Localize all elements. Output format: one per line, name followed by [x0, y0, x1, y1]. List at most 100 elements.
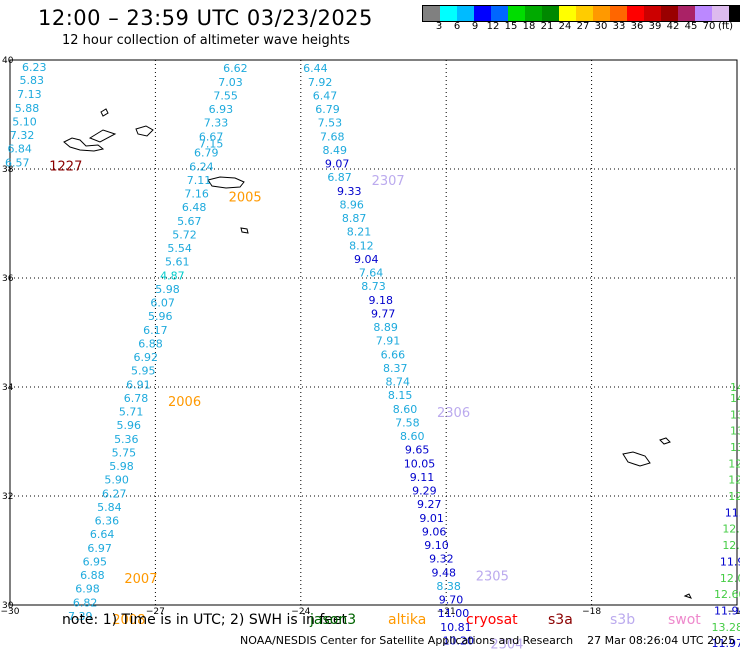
axis-labels: 40 38 36 34 32 30−30 −27 −24 −21 −18 −15 [1, 56, 740, 617]
wave-height-value: 6.23 [22, 61, 47, 74]
satellite-tracks[interactable]: 6.235.837.135.885.107.326.846.57 1227 6.62… [5, 61, 740, 650]
legend-note: note: 1) Time is in UTC; 2) SWH is in fe… [62, 612, 348, 628]
wave-height-value: 6.67 [199, 130, 224, 143]
wave-height-value: 6.98 [75, 583, 100, 596]
color-swatch [440, 6, 457, 21]
wave-height-value: 7.13 [17, 88, 42, 101]
wave-height-value: 5.96 [148, 310, 173, 323]
island-sao-miguel [207, 176, 245, 189]
color-swatch [542, 6, 559, 21]
wave-height-value: 5.88 [15, 102, 40, 115]
wave-height-value: 7.55 [213, 89, 238, 102]
wave-height-value: 6.62 [223, 62, 248, 75]
wave-height-value: 5.61 [165, 256, 190, 269]
wave-height-value: 8.96 [339, 198, 364, 211]
wave-height-value: 10.81 [440, 621, 472, 634]
pass-number-label: 2008 [112, 613, 145, 628]
wave-height-value: 8.60 [400, 430, 425, 443]
wave-height-value: 7.33 [204, 117, 229, 130]
wave-height-value: 7.39 [68, 610, 93, 623]
wave-height-value: 8.60 [393, 403, 418, 416]
wave-height-value: 7.68 [320, 130, 345, 143]
lon-tick-label: −15 [728, 607, 740, 617]
wave-height-value: 5.95 [131, 365, 156, 378]
wave-height-value: 5.90 [104, 474, 129, 487]
wave-height-value: 12. [728, 457, 740, 470]
color-scale-tick: 33 [612, 21, 626, 32]
color-swatch [610, 6, 627, 21]
legend-s3a: s3a [548, 612, 573, 628]
legend-swot: swot [668, 612, 701, 628]
wave-height-value: 7.16 [184, 188, 209, 201]
wave-height-value: 6.78 [124, 392, 149, 405]
color-scale-tick: 45 [684, 21, 698, 32]
wave-height-value: 6.84 [7, 142, 32, 155]
wave-height-value: 7.32 [10, 129, 35, 142]
color-scale-bar [422, 5, 740, 22]
track-1227: 6.235.837.135.885.107.326.846.57 1227 [5, 61, 82, 174]
lat-tick-label: 34 [2, 383, 14, 393]
color-swatch [678, 6, 695, 21]
footer-credit: NOAA/NESDIS Center for Satellite Applica… [240, 634, 735, 647]
wave-height-value: 4.87 [160, 269, 185, 282]
wave-height-value: 12.0 [720, 572, 740, 585]
track-2008: 6.986.827.39 2008 [68, 583, 145, 628]
island-flores [100, 108, 109, 117]
wave-height-value: 8.21 [347, 226, 372, 239]
color-swatch [593, 6, 610, 21]
wave-height-value: 7.15 [199, 137, 224, 150]
wave-height-value: 11.9 [725, 506, 740, 519]
wave-height-value: 8.15 [388, 389, 413, 402]
color-scale-tick: 70 [702, 21, 716, 32]
wave-height-value: 9.48 [432, 566, 457, 579]
track-east: 1414 13 13 13 12. 12. 12. 11.9 12.5 12.6 11.9 12.0 1… [712, 381, 740, 650]
wave-height-value: 6.66 [381, 348, 406, 361]
track-2307: 6.447.926.476.797.537.688.499.076.87 2307 [303, 62, 405, 189]
wave-height-value: 6.88 [80, 569, 105, 582]
island-faial-pico [63, 137, 105, 152]
page-title: 12:00 – 23:59 UTC 03/23/2025 [38, 6, 373, 30]
wave-height-value: 12. [728, 490, 740, 503]
wave-height-value: 7.58 [395, 416, 420, 429]
wave-height-value: 12.5 [722, 523, 740, 536]
pass-number-label: 2007 [124, 572, 157, 587]
color-scale-tick: 15 [504, 21, 518, 32]
wave-height-value: 8.12 [349, 239, 374, 252]
wave-height-value: 12.60 [714, 588, 740, 601]
wave-height-value: 5.83 [20, 74, 45, 87]
legend-cryosat: cryosat [466, 612, 518, 628]
wave-height-value: 7.53 [318, 117, 343, 130]
wave-height-value: 6.44 [303, 62, 328, 75]
wave-height-value: 6.48 [182, 201, 207, 214]
color-scale-unit: (ft) [718, 21, 734, 32]
wave-height-value: 7.64 [359, 267, 384, 280]
color-swatch [491, 6, 508, 21]
pass-number-label: 2304 [490, 637, 523, 650]
wave-height-value: 8.49 [322, 144, 347, 157]
wave-height-value: 9.01 [419, 512, 444, 525]
lon-tick-label: −30 [1, 607, 20, 617]
timestamp-text: 27 Mar 08:26:04 UTC 2025 [587, 634, 736, 647]
wave-height-value: 8.74 [385, 376, 410, 389]
wave-height-value: 10.20 [443, 634, 475, 647]
wave-height-value: 6.24 [189, 160, 214, 173]
wave-height-value: 6.88 [138, 337, 163, 350]
lon-tick-label: −27 [146, 607, 165, 617]
wave-height-value: 12. [728, 474, 740, 487]
color-swatch [525, 6, 542, 21]
wave-height-value: 7.92 [308, 76, 333, 89]
wave-height-value: 5.54 [167, 242, 192, 255]
wave-height-value: 5.72 [172, 228, 197, 241]
wave-height-value: 6.92 [133, 351, 158, 364]
color-scale-tick: 27 [576, 21, 590, 32]
lat-tick-label: 32 [2, 492, 13, 502]
color-swatch [695, 6, 712, 21]
color-scale-tick: 9 [471, 21, 479, 32]
wave-height-value: 13.28 [712, 621, 740, 634]
wave-height-value: 11.9 [720, 555, 740, 568]
wave-height-value: 6.64 [90, 528, 115, 541]
wave-height-value: 6.17 [143, 324, 168, 337]
color-swatch [508, 6, 525, 21]
